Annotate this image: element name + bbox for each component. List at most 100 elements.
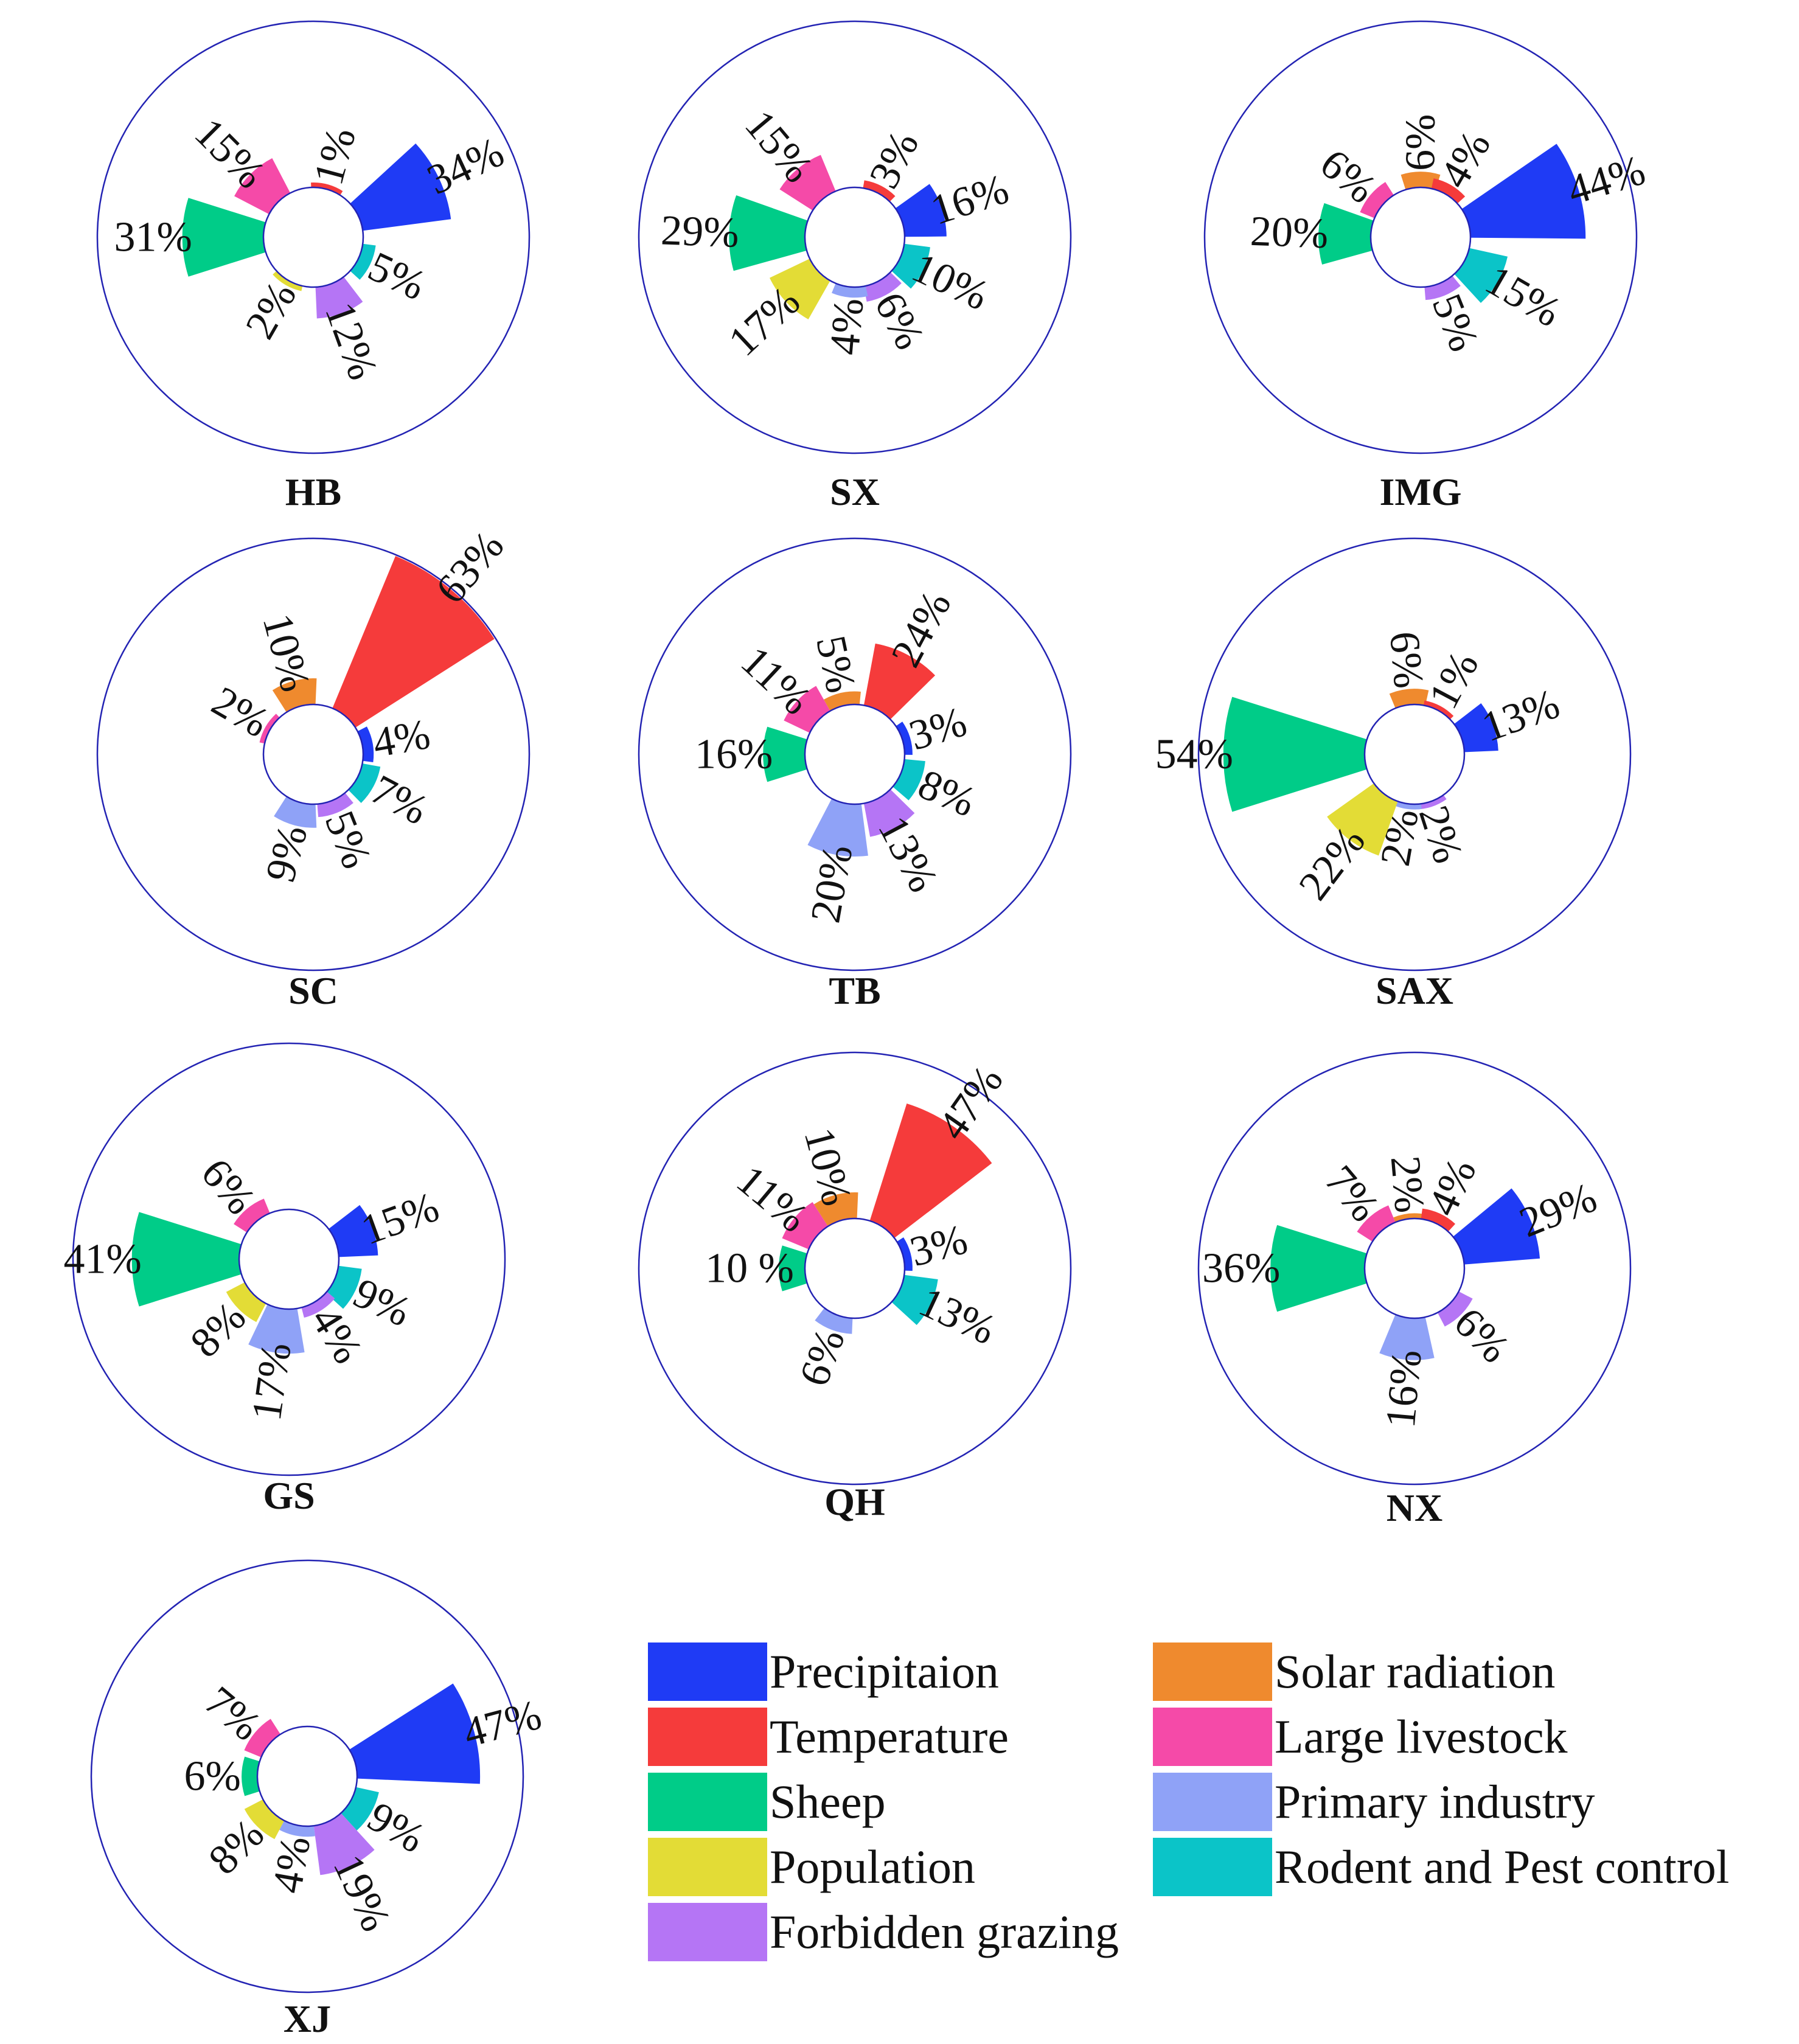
legend-label: Precipitaion — [770, 1645, 999, 1698]
bar-large-livestock — [779, 155, 836, 210]
bar-large-livestock — [784, 686, 830, 733]
bar-temperature — [863, 643, 936, 720]
data-label-precipitaion: 44% — [1562, 147, 1651, 214]
bar-solar-radiation — [813, 1192, 858, 1226]
bar-large-livestock — [234, 158, 291, 215]
legend-swatch — [1153, 1773, 1272, 1831]
outer-ring — [96, 537, 531, 972]
bar-sheep — [1223, 697, 1367, 812]
legend-swatch — [1153, 1642, 1272, 1701]
legend-swatch — [648, 1642, 767, 1701]
bar-large-livestock — [234, 1198, 270, 1232]
polar-chart-gs: 15%9%4%17%8%41%6%GS — [64, 1042, 506, 1517]
outer-ring — [638, 1051, 1072, 1486]
legend-label: Primary industry — [1275, 1775, 1595, 1828]
legend-item-forbidden-grazing: Forbidden grazing — [648, 1903, 1119, 1961]
bar-forbidden-grazing — [1424, 276, 1461, 301]
data-label-sheep: 41% — [64, 1236, 142, 1283]
bar-precipitaion — [1453, 1188, 1540, 1265]
data-label-sheep: 54% — [1155, 731, 1233, 778]
data-label-solar-radiation: 5% — [807, 631, 865, 697]
region-label: SAX — [1376, 969, 1453, 1012]
outer-ring — [72, 1042, 506, 1476]
region-label: TB — [829, 969, 880, 1012]
legend-item-precipitation: Precipitaion — [648, 1642, 999, 1701]
region-label: XJ — [284, 1997, 331, 2040]
bar-forbidden-grazing — [863, 789, 915, 837]
bar-precipitaion — [329, 1204, 378, 1257]
legend-swatch — [648, 1903, 767, 1961]
bar-rodent-and-pest-control — [341, 1787, 379, 1830]
data-label-sheep: 31% — [114, 214, 192, 261]
data-label-sheep: 36% — [1202, 1245, 1280, 1292]
bar-temperature — [869, 1104, 992, 1239]
data-label-sheep: 20% — [1250, 208, 1329, 257]
bar-population — [1327, 783, 1398, 856]
bar-sheep — [182, 198, 266, 277]
polar-chart-hb: 1% 34%5%12%2%31%15%HB — [96, 20, 531, 513]
inner-ring — [256, 1725, 358, 1827]
legend-item-primary-industry: Primary industry — [1153, 1773, 1595, 1831]
bar-sheep — [763, 726, 807, 782]
legend-swatch — [648, 1838, 767, 1896]
bar-sheep — [131, 1212, 242, 1307]
legend-label: Rodent and Pest control — [1275, 1840, 1730, 1893]
data-label-sheep: 29% — [660, 207, 740, 256]
inner-ring — [238, 1208, 340, 1310]
data-label-precipitaion: 3% — [905, 1216, 972, 1276]
legend-item-rodent-pest-control: Rodent and Pest control — [1153, 1838, 1729, 1896]
bar-population — [226, 1282, 266, 1323]
bar-precipitaion — [349, 1683, 481, 1784]
polar-chart-sx: 3%16%10%6%4%17%29%15%SX — [638, 20, 1072, 513]
outer-ring — [90, 1559, 524, 1994]
bar-population — [244, 1799, 285, 1840]
bar-primary-industry — [832, 283, 868, 298]
data-label-primary-industry: 17% — [243, 1340, 301, 1423]
inner-ring — [804, 1217, 906, 1319]
outer-ring — [638, 537, 1072, 972]
bar-forbidden-grazing — [301, 1291, 335, 1318]
polar-chart-sax: 6%1%13%2%2%22%54%SAX — [1155, 537, 1632, 1012]
legend-label: Temperature — [770, 1710, 1009, 1763]
outer-ring — [1197, 1051, 1632, 1486]
bar-primary-industry — [815, 1308, 853, 1334]
bar-primary-industry — [807, 798, 868, 857]
bar-solar-radiation — [1389, 689, 1429, 709]
data-label-primary-industry: 16% — [1377, 1348, 1431, 1430]
legend-item-temperature: Temperature — [648, 1708, 1009, 1766]
bar-large-livestock — [244, 1719, 280, 1757]
inner-ring — [1369, 186, 1472, 288]
bar-large-livestock — [1357, 1205, 1396, 1242]
legend-label: Population — [770, 1840, 976, 1893]
data-label-sheep: 6% — [184, 1753, 241, 1800]
data-label-primary-industry: 9% — [257, 820, 317, 887]
outer-ring — [1197, 537, 1632, 972]
polar-chart-nx: 2%4% 29%6%16%36%7%NX — [1197, 1051, 1632, 1529]
polar-chart-sc: 63%4%7%5%9%2%10%SC — [96, 523, 531, 1012]
inner-ring — [262, 186, 364, 288]
bar-sheep — [1270, 1225, 1367, 1312]
legend-item-large-livestock: Large livestock — [1153, 1708, 1568, 1766]
bar-rodent-and-pest-control — [1454, 248, 1508, 304]
inner-ring — [1363, 703, 1466, 805]
legend-label: Large livestock — [1275, 1710, 1568, 1763]
region-label: GS — [263, 1474, 315, 1517]
bar-forbidden-grazing — [1437, 1291, 1473, 1327]
data-label-primary-industry: 6% — [791, 1323, 854, 1392]
region-label: QH — [824, 1480, 885, 1523]
bar-forbidden-grazing — [315, 277, 363, 319]
bar-precipitaion — [897, 1237, 913, 1271]
data-label-primary-industry: 4% — [821, 296, 873, 357]
bar-rodent-and-pest-control — [891, 1274, 938, 1326]
legend-label: Sheep — [770, 1775, 886, 1828]
data-label-precipitaion: 4% — [369, 711, 433, 766]
data-label-precipitaion: 29% — [1513, 1174, 1603, 1246]
polar-chart-tb: 24%3%8%13%20%16%11%5%TB — [638, 537, 1072, 1012]
bar-primary-industry — [279, 1820, 315, 1837]
region-label: SX — [830, 470, 880, 513]
bar-sheep — [242, 1756, 260, 1796]
bar-precipitaion — [350, 143, 451, 231]
legend-swatch — [648, 1708, 767, 1766]
data-label-solar-radiation: 2% — [1382, 1154, 1433, 1215]
legend-item-solar-radiation: Solar radiation — [1153, 1642, 1555, 1701]
